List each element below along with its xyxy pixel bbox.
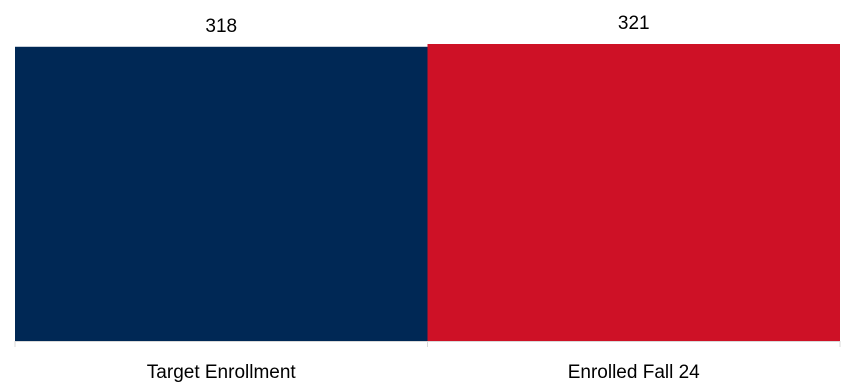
tick-label-enrolled-fall-24: Enrolled Fall 24 [568, 362, 700, 383]
bar-enrolled-fall-24 [427, 44, 840, 341]
bar-target-enrollment [15, 46, 428, 342]
bars-layer [15, 44, 840, 342]
data-label-enrolled-fall-24: 321 [618, 13, 650, 34]
x-axis [14, 341, 841, 347]
labels-layer: 318 Target Enrollment 321 Enrolled Fall 24 [147, 13, 700, 383]
data-label-target-enrollment: 318 [205, 16, 237, 37]
tick-label-target-enrollment: Target Enrollment [147, 362, 297, 383]
